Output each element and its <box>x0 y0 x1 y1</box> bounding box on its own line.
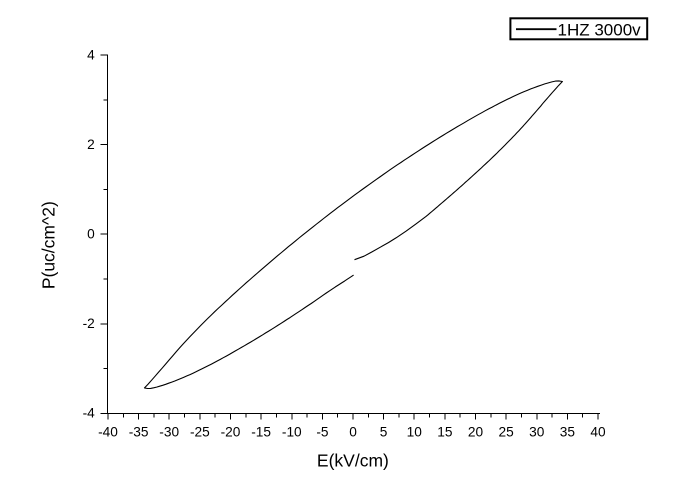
svg-text:15: 15 <box>437 425 453 440</box>
svg-text:-15: -15 <box>251 425 271 440</box>
svg-text:30: 30 <box>529 425 545 440</box>
svg-text:0: 0 <box>87 227 95 242</box>
svg-text:-40: -40 <box>98 425 118 440</box>
svg-text:2: 2 <box>87 137 95 152</box>
svg-text:0: 0 <box>349 425 357 440</box>
svg-text:5: 5 <box>380 425 388 440</box>
svg-text:-25: -25 <box>190 425 210 440</box>
svg-text:E(kV/cm): E(kV/cm) <box>317 450 389 470</box>
svg-text:-5: -5 <box>316 425 329 440</box>
svg-text:-30: -30 <box>159 425 179 440</box>
svg-text:-2: -2 <box>83 316 95 331</box>
svg-text:1HZ 3000v: 1HZ 3000v <box>558 20 642 39</box>
svg-text:40: 40 <box>590 425 606 440</box>
svg-text:25: 25 <box>498 425 514 440</box>
svg-text:35: 35 <box>560 425 576 440</box>
svg-text:-10: -10 <box>282 425 302 440</box>
svg-text:P(uc/cm^2): P(uc/cm^2) <box>38 201 58 289</box>
svg-text:4: 4 <box>87 48 95 63</box>
svg-text:10: 10 <box>407 425 423 440</box>
svg-text:-20: -20 <box>221 425 241 440</box>
svg-text:-35: -35 <box>129 425 149 440</box>
svg-text:20: 20 <box>468 425 484 440</box>
svg-text:-4: -4 <box>83 406 96 421</box>
